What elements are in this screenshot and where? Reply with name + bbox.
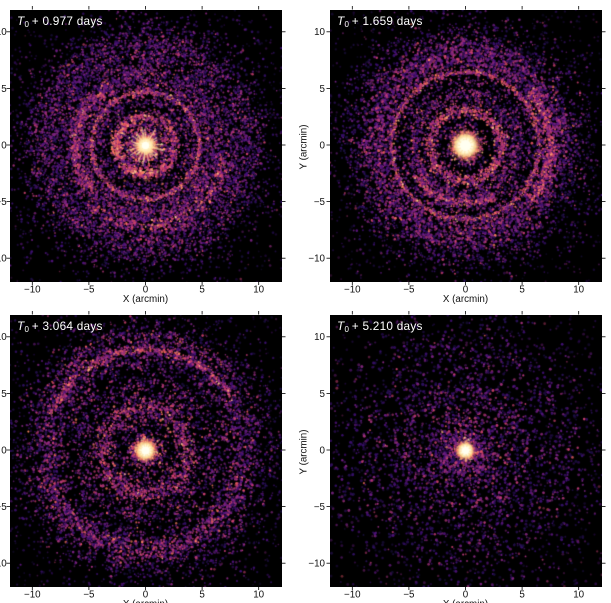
svg-text:Y (arcmin): Y (arcmin) — [299, 125, 310, 170]
svg-text:10: 10 — [0, 27, 7, 38]
svg-text:−5: −5 — [314, 197, 326, 208]
svg-text:5: 5 — [320, 389, 326, 400]
svg-text:−5: −5 — [83, 285, 95, 296]
svg-text:5: 5 — [1, 84, 7, 95]
svg-text:−5: −5 — [403, 285, 415, 296]
svg-text:10: 10 — [314, 27, 325, 38]
svg-text:10: 10 — [573, 285, 584, 296]
svg-text:0: 0 — [143, 590, 149, 601]
svg-text:0: 0 — [1, 140, 7, 151]
svg-text:0: 0 — [320, 445, 326, 456]
svg-text:5: 5 — [320, 84, 326, 95]
svg-text:−5: −5 — [83, 590, 95, 601]
svg-text:−5: −5 — [0, 502, 7, 513]
svg-text:−5: −5 — [314, 502, 326, 513]
svg-text:−5: −5 — [0, 197, 7, 208]
svg-text:10: 10 — [0, 332, 7, 343]
svg-text:10: 10 — [314, 332, 325, 343]
svg-text:5: 5 — [1, 389, 7, 400]
svg-text:X (arcmin): X (arcmin) — [443, 599, 488, 603]
svg-text:0: 0 — [463, 590, 469, 601]
svg-text:−10: −10 — [344, 590, 361, 601]
svg-text:−10: −10 — [24, 285, 41, 296]
svg-text:−10: −10 — [308, 559, 325, 570]
svg-text:10: 10 — [253, 590, 264, 601]
svg-text:Y (arcmin): Y (arcmin) — [299, 430, 310, 475]
svg-text:X (arcmin): X (arcmin) — [123, 599, 168, 603]
svg-text:X (arcmin): X (arcmin) — [123, 294, 168, 305]
svg-text:5: 5 — [519, 285, 525, 296]
svg-text:X (arcmin): X (arcmin) — [443, 294, 488, 305]
svg-text:−10: −10 — [308, 254, 325, 265]
svg-text:0: 0 — [463, 285, 469, 296]
svg-text:10: 10 — [253, 285, 264, 296]
svg-text:5: 5 — [519, 590, 525, 601]
svg-text:−10: −10 — [344, 285, 361, 296]
svg-text:−10: −10 — [24, 590, 41, 601]
svg-text:0: 0 — [320, 140, 326, 151]
svg-text:10: 10 — [573, 590, 584, 601]
svg-text:−10: −10 — [0, 254, 7, 265]
svg-text:−10: −10 — [0, 559, 7, 570]
svg-text:5: 5 — [199, 285, 205, 296]
svg-text:0: 0 — [1, 445, 7, 456]
svg-text:−5: −5 — [403, 590, 415, 601]
svg-text:5: 5 — [199, 590, 205, 601]
svg-text:0: 0 — [143, 285, 149, 296]
